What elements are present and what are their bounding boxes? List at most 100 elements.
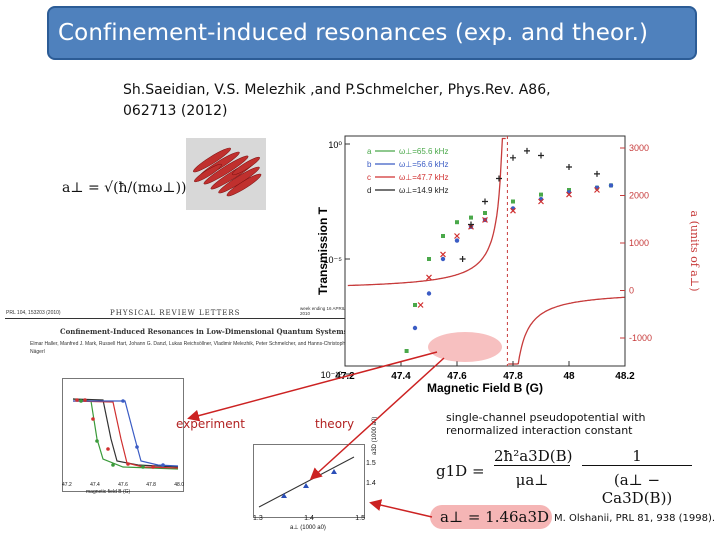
chart-y2tick-label: 3000	[629, 143, 649, 153]
legend-prefix: a	[367, 147, 372, 156]
experiment-xlabel: magnetic field B (G)	[86, 489, 131, 495]
chart-point	[417, 302, 424, 308]
chart-point	[608, 183, 614, 188]
olshanii-highlight	[430, 505, 552, 529]
theory-label: theory	[315, 417, 355, 431]
chart-point	[566, 191, 572, 198]
chart-point	[404, 349, 409, 353]
chart-point	[468, 221, 474, 228]
g1d-lhs: g1D =	[436, 462, 485, 480]
arrow-from-olshanii	[369, 499, 433, 518]
chart-point	[454, 238, 460, 243]
chart-xtick-label: 48.2	[615, 371, 635, 382]
chart-xtick-label: 47.8	[503, 371, 523, 382]
chart-point	[567, 188, 571, 192]
chart-point	[538, 152, 544, 159]
chart-point	[482, 216, 488, 223]
chart-y2tick-label: 1000	[629, 238, 649, 248]
chart-point	[427, 257, 431, 261]
scattering-length-curve-left	[347, 137, 506, 287]
chart-xtick-label: 48	[563, 371, 575, 382]
chart-point	[412, 325, 418, 331]
g1d-formula: g1D = 2ħ²a3D(B) μa⊥ 1 (a⊥ − Ca3D(B))	[436, 447, 706, 507]
prl-authors: Elmar Haller, Manfred J. Mark, Russell H…	[30, 341, 346, 355]
chart-xlabel: Magnetic Field B (G)	[427, 381, 543, 395]
chart-point	[426, 291, 432, 296]
legend-prefix: c	[367, 173, 371, 182]
g1d-numerator: 2ħ²a3D(B)	[494, 447, 573, 466]
theory-xtick: 1.5	[355, 515, 365, 522]
chart-y2tick-label: -1000	[629, 333, 652, 343]
exp-xtick: 48.0	[174, 482, 184, 488]
single-channel-line-1: single-channel pseudopotential with	[446, 411, 646, 424]
legend-prefix: d	[367, 186, 371, 195]
experiment-plot	[62, 378, 184, 492]
legend-prefix: b	[367, 160, 372, 169]
slide-title: Confinement-induced resonances (exp. and…	[47, 6, 697, 60]
theory-xticks: 1.3 1.4 1.5	[253, 515, 365, 522]
exp-xtick: 47.8	[146, 482, 156, 488]
chart-point	[469, 215, 473, 220]
chart-point	[413, 303, 417, 307]
legend-entry: ω⊥=47.7 kHz	[399, 173, 448, 182]
legend-entry: ω⊥=14.9 kHz	[399, 186, 448, 195]
chart-point	[440, 256, 446, 262]
experiment-xticks: 47.2 47.4 47.6 47.8 48.0	[62, 482, 184, 488]
scattering-length-curve-right	[508, 296, 625, 365]
prl-week-ending: week ending 16 APRIL 2010	[300, 306, 346, 316]
arrow-to-theory	[309, 357, 445, 481]
chart-ytick-label: 10⁻⁵	[324, 255, 343, 265]
chart-point	[426, 274, 432, 281]
chart-point	[566, 164, 572, 170]
g1d-numerator-2: 1	[582, 447, 692, 466]
chart-curves	[347, 136, 625, 366]
citation-line-2: 062713 (2012)	[123, 103, 228, 119]
chart-point	[510, 154, 516, 161]
chart-point	[594, 170, 600, 177]
prl-paper-excerpt: PRL 104, 153203 (2010) PHYSICAL REVIEW L…	[0, 304, 365, 374]
chart-ylabel: Transmission T	[316, 206, 330, 295]
prl-article-title: Confinement-Induced Resonances in Low-Di…	[60, 327, 348, 336]
chart-point	[538, 198, 544, 205]
citation: Sh.Saeidian, V.S. Melezhik ,and P.Schmel…	[123, 80, 593, 122]
exp-xtick: 47.4	[90, 482, 100, 488]
chart-point	[539, 192, 543, 197]
theory-ytick: 1.4	[366, 480, 376, 487]
g1d-denominator: μa⊥	[515, 471, 549, 489]
divider	[5, 318, 360, 319]
experiment-plot-canvas	[72, 398, 179, 470]
chart-points	[404, 147, 614, 353]
chart-xtick-label: 47.6	[447, 371, 467, 382]
chart-point	[483, 211, 487, 215]
chart-point	[454, 233, 460, 239]
chart-y2label: a (units of a⊥)	[688, 211, 701, 292]
theory-plot	[253, 444, 365, 518]
theory-xtick: 1.3	[253, 515, 263, 522]
chart-point	[511, 199, 515, 204]
exp-xtick: 47.6	[118, 482, 128, 488]
g1d-denominator-2: (a⊥ − Ca3D(B))	[601, 471, 673, 507]
chart-point	[496, 175, 502, 182]
chart-point	[524, 147, 530, 154]
chart-point	[455, 220, 459, 225]
chart-xtick-label: 47.4	[391, 371, 411, 382]
theory-ytick: 1.5	[366, 460, 376, 467]
theory-plot-canvas	[258, 456, 355, 508]
chart-point	[459, 256, 466, 262]
olshanii-formula: a⊥ = 1.46a3D	[440, 508, 550, 526]
prl-journal-ref: PRL 104, 153203 (2010)	[6, 310, 61, 316]
resonance-highlight	[428, 332, 502, 362]
prl-journal-name: PHYSICAL REVIEW LETTERS	[110, 309, 241, 317]
single-channel-line-2: renormalized interaction constant	[446, 424, 633, 437]
chart-y2tick-label: 0	[629, 286, 634, 296]
chart-point	[440, 251, 446, 258]
chart-point	[594, 187, 600, 193]
chart-yticks: 10⁰ 10⁻⁵ 10⁻¹⁰	[321, 140, 350, 380]
legend-entry: ω⊥=56.6 kHz	[399, 160, 448, 169]
single-channel-caption: single-channel pseudopotential with reno…	[446, 411, 646, 437]
chart-ytick-label: 10⁰	[328, 140, 342, 150]
chart-legend: a ω⊥=65.6 kHz b ω⊥=56.6 kHz c ω⊥=47.7 kHz d ω⊥=…	[367, 147, 448, 195]
plot-frame	[344, 135, 626, 367]
